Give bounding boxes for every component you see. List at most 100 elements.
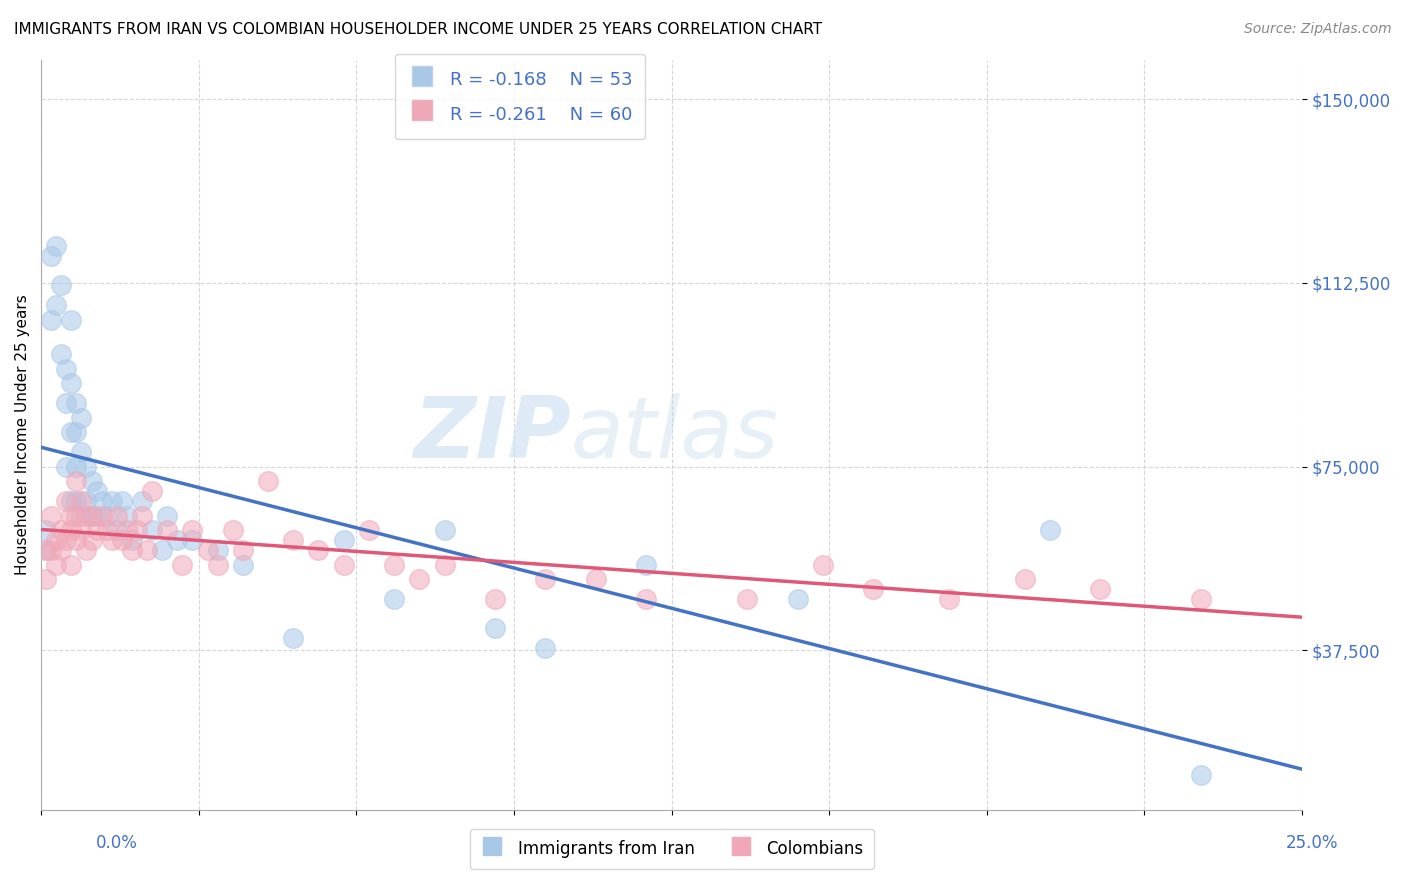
Point	[86, 508, 108, 523]
Point	[96, 508, 118, 523]
Point	[90, 494, 112, 508]
Point	[115, 524, 138, 538]
Point	[60, 558, 83, 572]
Point	[35, 543, 58, 558]
Point	[39, 249, 62, 263]
Point	[207, 543, 229, 558]
Point	[65, 508, 87, 523]
Point	[484, 621, 506, 635]
Point	[636, 558, 658, 572]
Point	[35, 543, 58, 558]
Point	[332, 533, 354, 548]
Point	[105, 524, 128, 538]
Point	[156, 524, 179, 538]
Point	[121, 543, 143, 558]
Point	[382, 558, 405, 572]
Point	[65, 459, 87, 474]
Point	[60, 508, 83, 523]
Point	[136, 543, 159, 558]
Point	[125, 524, 148, 538]
Point	[70, 410, 93, 425]
Point	[35, 524, 58, 538]
Point	[65, 475, 87, 489]
Point	[60, 376, 83, 391]
Point	[65, 533, 87, 548]
Point	[636, 591, 658, 606]
Point	[60, 524, 83, 538]
Text: atlas: atlas	[571, 393, 779, 476]
Point	[105, 508, 128, 523]
Point	[65, 425, 87, 440]
Point	[55, 533, 77, 548]
Text: IMMIGRANTS FROM IRAN VS COLOMBIAN HOUSEHOLDER INCOME UNDER 25 YEARS CORRELATION : IMMIGRANTS FROM IRAN VS COLOMBIAN HOUSEH…	[14, 22, 823, 37]
Point	[308, 543, 330, 558]
Point	[115, 508, 138, 523]
Point	[76, 543, 98, 558]
Point	[100, 533, 122, 548]
Point	[80, 508, 103, 523]
Point	[433, 558, 456, 572]
Point	[141, 484, 163, 499]
Point	[1088, 582, 1111, 596]
Point	[55, 459, 77, 474]
Point	[181, 533, 204, 548]
Point	[51, 278, 73, 293]
Point	[86, 484, 108, 499]
Point	[60, 494, 83, 508]
Point	[96, 524, 118, 538]
Point	[382, 591, 405, 606]
Text: 0.0%: 0.0%	[96, 834, 138, 852]
Point	[585, 572, 607, 586]
Point	[232, 543, 254, 558]
Point	[283, 533, 305, 548]
Text: Source: ZipAtlas.com: Source: ZipAtlas.com	[1244, 22, 1392, 37]
Point	[45, 533, 67, 548]
Legend: R = -0.168    N = 53, R = -0.261    N = 60: R = -0.168 N = 53, R = -0.261 N = 60	[395, 54, 645, 139]
Point	[111, 533, 134, 548]
Point	[131, 494, 153, 508]
Point	[80, 533, 103, 548]
Point	[1189, 591, 1212, 606]
Point	[80, 508, 103, 523]
Text: ZIP: ZIP	[413, 393, 571, 476]
Point	[51, 524, 73, 538]
Point	[257, 475, 280, 489]
Point	[111, 494, 134, 508]
Point	[811, 558, 834, 572]
Point	[131, 508, 153, 523]
Point	[100, 494, 122, 508]
Point	[786, 591, 808, 606]
Point	[534, 640, 557, 655]
Point	[181, 524, 204, 538]
Point	[938, 591, 960, 606]
Point	[76, 459, 98, 474]
Y-axis label: Householder Income Under 25 years: Householder Income Under 25 years	[15, 294, 30, 575]
Point	[39, 508, 62, 523]
Point	[55, 494, 77, 508]
Point	[1014, 572, 1036, 586]
Point	[70, 494, 93, 508]
Point	[70, 445, 93, 459]
Point	[70, 508, 93, 523]
Point	[283, 631, 305, 645]
Point	[86, 524, 108, 538]
Point	[862, 582, 884, 596]
Point	[232, 558, 254, 572]
Point	[70, 524, 93, 538]
Point	[55, 396, 77, 410]
Point	[207, 558, 229, 572]
Point	[39, 543, 62, 558]
Point	[60, 425, 83, 440]
Point	[1039, 524, 1062, 538]
Point	[433, 524, 456, 538]
Point	[65, 396, 87, 410]
Point	[76, 508, 98, 523]
Point	[1189, 768, 1212, 782]
Point	[45, 239, 67, 253]
Point	[408, 572, 430, 586]
Point	[197, 543, 219, 558]
Point	[80, 475, 103, 489]
Point	[55, 361, 77, 376]
Point	[60, 312, 83, 326]
Point	[332, 558, 354, 572]
